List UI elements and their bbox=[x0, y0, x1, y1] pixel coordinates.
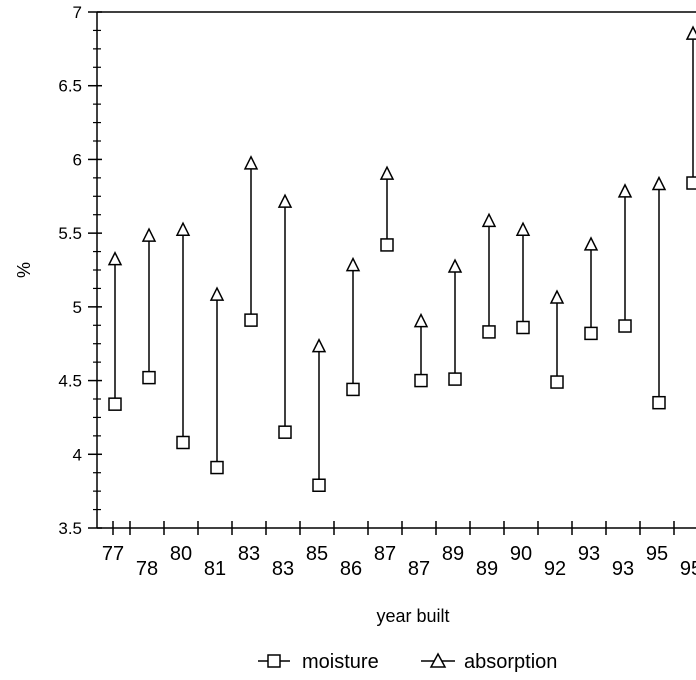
range-lines bbox=[114, 34, 694, 486]
x-category-label: 90 bbox=[510, 543, 532, 565]
absorption-point bbox=[549, 289, 565, 304]
x-category-label: 95 bbox=[646, 543, 668, 565]
moisture-point bbox=[346, 382, 360, 397]
y-tick-label: 3.5 bbox=[58, 519, 82, 538]
legend-item-moisture: moisture bbox=[258, 651, 379, 673]
x-category-label: 83 bbox=[272, 558, 294, 580]
data-markers bbox=[107, 25, 696, 492]
moisture-point bbox=[380, 238, 394, 252]
x-category-label: 85 bbox=[306, 543, 328, 565]
legend-item-absorption: absorption bbox=[421, 651, 557, 673]
absorption-point bbox=[243, 155, 259, 170]
moisture-point bbox=[108, 397, 122, 411]
x-category-label: 89 bbox=[442, 543, 464, 565]
axes bbox=[96, 11, 696, 529]
y-tick-label: 6 bbox=[73, 150, 82, 169]
x-category-label: 81 bbox=[204, 558, 226, 580]
absorption-point bbox=[379, 165, 395, 180]
y-ticks: 3.5 4 4.5 5 5.5 6 6.5 7 bbox=[58, 3, 102, 538]
legend-square-marker-icon bbox=[267, 654, 281, 668]
y-tick-label: 5.5 bbox=[58, 224, 82, 243]
absorption-point bbox=[617, 183, 633, 198]
moisture-point bbox=[210, 460, 224, 475]
moisture-point bbox=[278, 425, 292, 439]
absorption-point bbox=[141, 227, 157, 242]
moisture-point bbox=[244, 313, 258, 327]
moisture-point bbox=[550, 375, 564, 389]
x-category-label: 83 bbox=[238, 543, 260, 565]
moisture-point bbox=[448, 372, 462, 386]
legend-label-moisture: moisture bbox=[302, 651, 379, 673]
absorption-point bbox=[685, 25, 696, 40]
absorption-point bbox=[209, 286, 225, 301]
y-tick-label: 6.5 bbox=[58, 77, 82, 96]
moisture-point bbox=[312, 478, 326, 492]
x-axis-title: year built bbox=[376, 606, 449, 626]
x-category-label: 89 bbox=[476, 558, 498, 580]
x-category-label: 80 bbox=[170, 543, 192, 565]
absorption-point bbox=[107, 251, 123, 266]
moisture-point bbox=[686, 176, 696, 190]
moisture-point bbox=[584, 326, 598, 341]
y-tick-label: 4 bbox=[73, 445, 82, 464]
x-category-label: 95 bbox=[680, 558, 696, 580]
legend-triangle-marker-icon bbox=[429, 652, 447, 668]
x-category-label: 87 bbox=[408, 558, 430, 580]
absorption-point bbox=[175, 221, 191, 236]
x-category-label: 93 bbox=[612, 558, 634, 580]
x-category-label: 87 bbox=[374, 543, 396, 565]
absorption-point bbox=[345, 256, 361, 272]
absorption-point bbox=[515, 221, 531, 236]
legend: moisture absorption bbox=[258, 651, 557, 673]
x-category-label: 93 bbox=[578, 543, 600, 565]
absorption-point bbox=[311, 337, 327, 353]
moisture-point bbox=[482, 325, 496, 339]
absorption-point bbox=[481, 212, 497, 228]
x-category-label: 78 bbox=[136, 558, 158, 580]
y-tick-label: 7 bbox=[73, 3, 82, 22]
x-ticks: 77 78 80 81 83 83 85 86 87 87 89 89 90 92 93 93 95 95 bbox=[102, 521, 696, 580]
y-axis-title: % bbox=[14, 262, 34, 278]
moisture-point bbox=[516, 320, 530, 335]
x-category-label: 92 bbox=[544, 558, 566, 580]
moisture-point bbox=[142, 370, 156, 385]
y-tick-label: 4.5 bbox=[58, 372, 82, 391]
legend-label-absorption: absorption bbox=[464, 651, 557, 673]
x-category-label: 77 bbox=[102, 543, 124, 565]
absorption-point bbox=[583, 236, 599, 251]
absorption-point bbox=[651, 175, 667, 191]
x-category-label: 86 bbox=[340, 558, 362, 580]
absorption-point bbox=[447, 258, 463, 273]
moisture-point bbox=[414, 373, 428, 388]
moisture-point bbox=[176, 435, 190, 450]
moisture-point bbox=[652, 395, 666, 410]
moisture-point bbox=[618, 319, 632, 333]
absorption-point bbox=[277, 193, 293, 208]
absorption-point bbox=[413, 312, 429, 328]
y-tick-label: 5 bbox=[73, 298, 82, 317]
